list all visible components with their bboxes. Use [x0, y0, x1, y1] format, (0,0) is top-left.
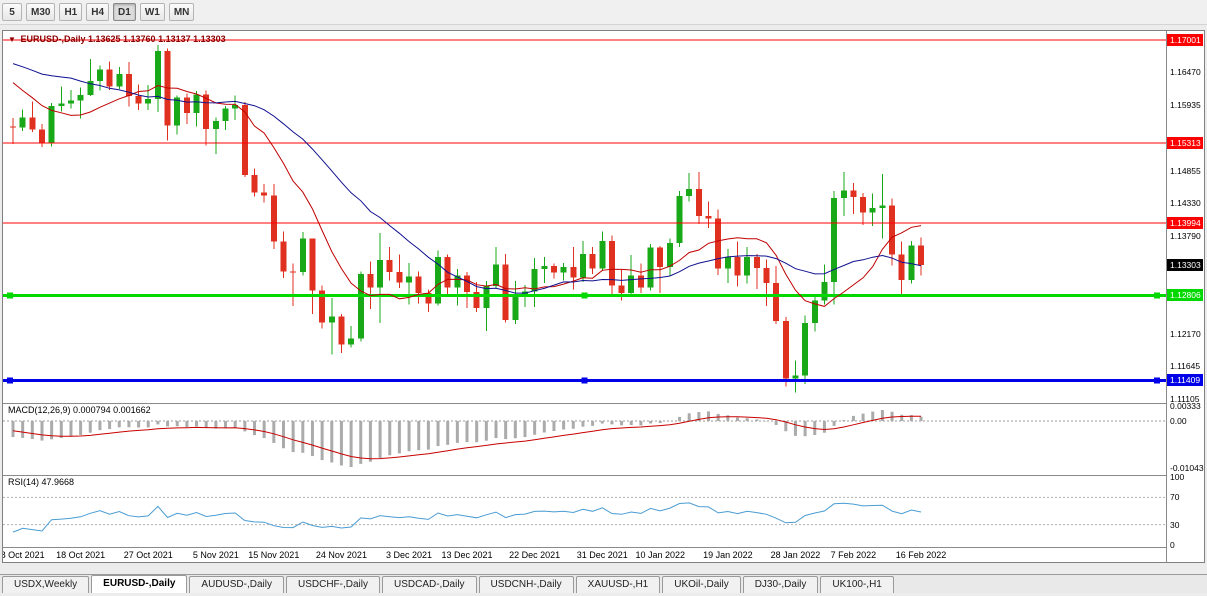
macd-signal-value: 0.001662 [113, 405, 151, 415]
tab-usdchf-daily[interactable]: USDCHF-,Daily [285, 576, 380, 593]
price-badge: 1.11409 [1167, 374, 1203, 387]
tab-uk100-h1[interactable]: UK100-,H1 [820, 576, 894, 593]
macd-signal-line [12, 415, 921, 460]
ma-lines-layer [12, 63, 922, 307]
date-label: 8 Oct 2021 [3, 550, 45, 560]
line-handle[interactable] [7, 292, 13, 299]
macd-indicator-title: MACD(12,26,9) 0.000794 0.001662 [8, 405, 151, 415]
price-chart[interactable]: 8 Oct 2021 18 Oct 2021 27 Oct 2021 5 Nov 20… [3, 31, 1166, 562]
date-axis-divider [3, 547, 1204, 548]
line-handle[interactable] [1154, 292, 1160, 299]
rsi-indicator-title: RSI(14) 47.9668 [8, 477, 74, 487]
axis-label: 1.14855 [1170, 165, 1201, 176]
candles-layer[interactable] [10, 44, 925, 393]
rsi-line [12, 502, 922, 533]
axis-label: 0.00333 [1170, 401, 1201, 411]
rsi-pane [3, 496, 1166, 533]
date-label: 13 Dec 2021 [441, 550, 492, 560]
axis-label: 1.12170 [1170, 329, 1201, 340]
timeframe-h1-button[interactable]: H1 [59, 3, 83, 21]
price-badge: 1.13303 [1167, 259, 1203, 272]
macd-value: 0.000794 [73, 405, 111, 415]
pane-splitter-rsi[interactable] [3, 475, 1204, 476]
axis-label: 1.13790 [1170, 230, 1201, 241]
tab-dj30-daily[interactable]: DJ30-,Daily [742, 576, 819, 593]
chart-symbol-label: EURUSD-,Daily [20, 34, 86, 44]
price-badge: 1.15313 [1167, 136, 1203, 149]
axis-label: -0.01043 [1170, 462, 1204, 473]
date-axis: 8 Oct 2021 18 Oct 2021 27 Oct 2021 5 Nov 20… [3, 550, 946, 560]
rsi-value: 47.9668 [41, 477, 75, 487]
chart-header: ▼ EURUSD-,Daily 1.13625 1.13760 1.13137 … [8, 34, 226, 44]
ma-line [12, 82, 922, 307]
tab-usdcnh-daily[interactable]: USDCNH-,Daily [478, 576, 574, 593]
date-label: 24 Nov 2021 [316, 550, 367, 560]
tab-usdx-weekly[interactable]: USDX,Weekly [2, 576, 90, 593]
date-label: 28 Jan 2022 [771, 550, 821, 560]
macd-title-text: MACD(12,26,9) [8, 405, 71, 415]
ohlc-close: 1.13303 [193, 34, 226, 44]
tab-audusd-daily[interactable]: AUDUSD-,Daily [189, 576, 284, 593]
date-label: 5 Nov 2021 [193, 550, 239, 560]
date-label: 16 Feb 2022 [896, 550, 947, 560]
axis-label: 70 [1170, 492, 1180, 503]
hlines-layer[interactable] [3, 39, 1166, 384]
price-badge: 1.12806 [1167, 289, 1203, 302]
date-label: 3 Dec 2021 [386, 550, 432, 560]
date-label: 19 Jan 2022 [703, 550, 753, 560]
tab-ukoil-daily[interactable]: UKOil-,Daily [662, 576, 741, 593]
timeframe-toolbar: 5 M30 H1 H4 D1 W1 MN [0, 0, 1207, 25]
timeframe-h4-button[interactable]: H4 [86, 3, 110, 21]
tab-xauusd-h1[interactable]: XAUUSD-,H1 [575, 576, 661, 593]
ma-line [12, 63, 922, 294]
chart-tab-bar: USDX,Weekly EURUSD-,Daily AUDUSD-,Daily … [0, 574, 1207, 593]
line-handle[interactable] [1154, 377, 1160, 384]
ohlc-open: 1.13625 [87, 34, 121, 44]
macd-pane [3, 410, 1166, 468]
pane-splitter-macd[interactable] [3, 403, 1204, 404]
axis-label: 0 [1170, 540, 1175, 550]
date-label: 27 Oct 2021 [124, 550, 173, 560]
date-label: 31 Dec 2021 [577, 550, 628, 560]
axis-label: 1.11645 [1170, 361, 1201, 372]
axis-label: 1.11105 [1170, 394, 1200, 404]
tab-eurusd-daily[interactable]: EURUSD-,Daily [91, 575, 188, 593]
tab-usdcad-daily[interactable]: USDCAD-,Daily [381, 576, 477, 593]
axis-label: 1.14330 [1170, 197, 1201, 208]
line-handle[interactable] [581, 377, 588, 384]
date-label: 10 Jan 2022 [635, 550, 685, 560]
line-handle[interactable] [581, 292, 588, 299]
date-label: 15 Nov 2021 [248, 550, 299, 560]
axis-label: 1.16470 [1170, 67, 1201, 78]
line-handle[interactable] [7, 377, 13, 384]
chart-window[interactable]: 8 Oct 2021 18 Oct 2021 27 Oct 2021 5 Nov 20… [2, 30, 1205, 563]
timeframe-mn-button[interactable]: MN [168, 3, 195, 21]
ohlc-high: 1.13760 [123, 34, 156, 44]
timeframe-m5-button[interactable]: 5 [2, 3, 22, 21]
ohlc-low: 1.13137 [158, 34, 191, 44]
axis-label: 100 [1170, 472, 1185, 482]
date-label: 22 Dec 2021 [509, 550, 560, 560]
date-label: 18 Oct 2021 [56, 550, 105, 560]
timeframe-w1-button[interactable]: W1 [139, 3, 165, 21]
price-scale[interactable]: 1.16470 1.15935 1.14855 1.14330 1.13790 1.121… [1166, 31, 1204, 562]
timeframe-m30-button[interactable]: M30 [26, 3, 56, 21]
axis-label: 0.00 [1170, 416, 1187, 426]
axis-label: 30 [1170, 519, 1180, 530]
date-label: 7 Feb 2022 [831, 550, 877, 560]
symbol-dropdown-icon[interactable]: ▼ [8, 35, 16, 44]
price-badge: 1.17001 [1167, 34, 1203, 46]
axis-label: 1.15935 [1170, 99, 1201, 110]
price-badge: 1.13994 [1167, 217, 1203, 230]
rsi-title-text: RSI(14) [8, 477, 40, 487]
timeframe-d1-button[interactable]: D1 [113, 3, 136, 21]
